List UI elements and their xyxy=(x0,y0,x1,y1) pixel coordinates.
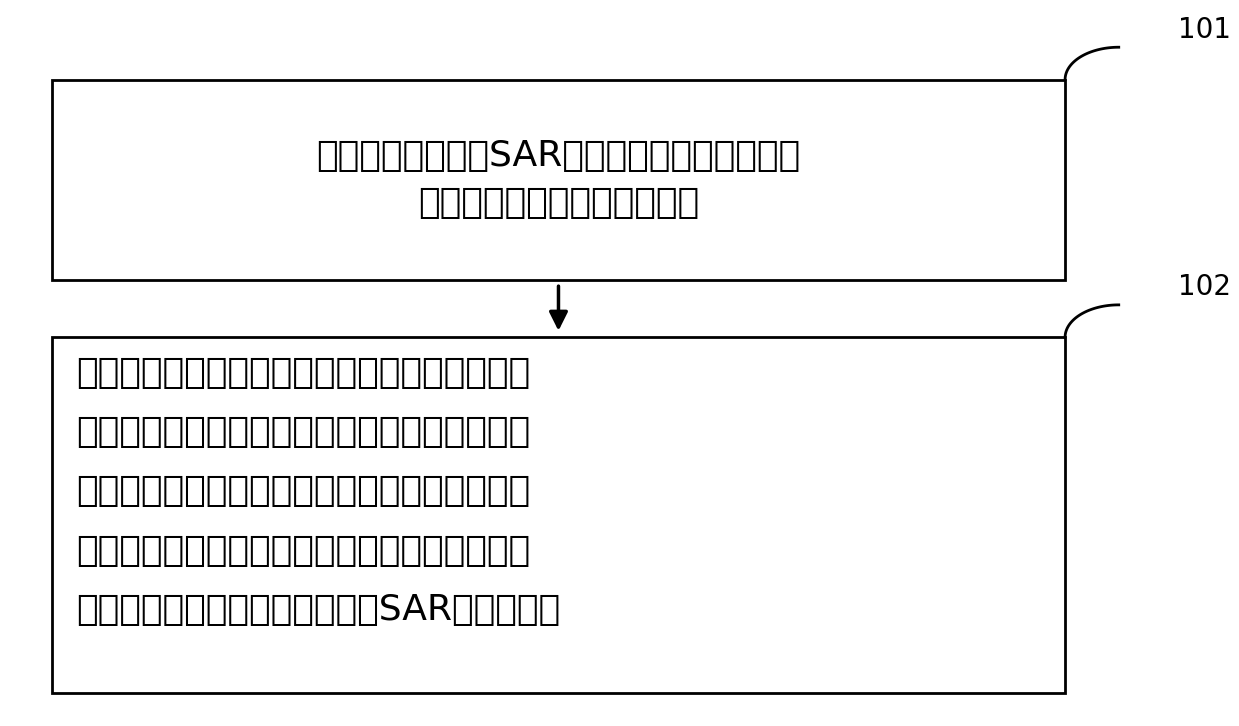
Text: 102: 102 xyxy=(1178,273,1232,301)
Text: 据所述回波时域信号获得回波频域信号；对回波: 据所述回波时域信号获得回波频域信号；对回波 xyxy=(76,415,530,449)
FancyBboxPatch shape xyxy=(52,80,1066,280)
Text: 测目标与旋转中心之间的距离: 测目标与旋转中心之间的距离 xyxy=(418,187,699,220)
Text: 获取旋臂扫描地基SAR的回波时域信号，确定观: 获取旋臂扫描地基SAR的回波时域信号，确定观 xyxy=(316,139,800,173)
Text: 结果；对距离徙动校正结果进行相位校正，根据: 结果；对距离徙动校正结果进行相位校正，根据 xyxy=(76,534,530,568)
Text: 频域信号进行距离徙动校正，得到距离徙动校正: 频域信号进行距离徙动校正，得到距离徙动校正 xyxy=(76,474,530,508)
FancyBboxPatch shape xyxy=(52,337,1066,693)
Text: 101: 101 xyxy=(1178,16,1232,44)
Text: 若观测目标与旋转中心之间的距离超过阈値：根: 若观测目标与旋转中心之间的距离超过阈値：根 xyxy=(76,356,530,390)
Text: 相位校正结果获得旋臂扫描地基SAR的成像结果: 相位校正结果获得旋臂扫描地基SAR的成像结果 xyxy=(76,593,560,627)
